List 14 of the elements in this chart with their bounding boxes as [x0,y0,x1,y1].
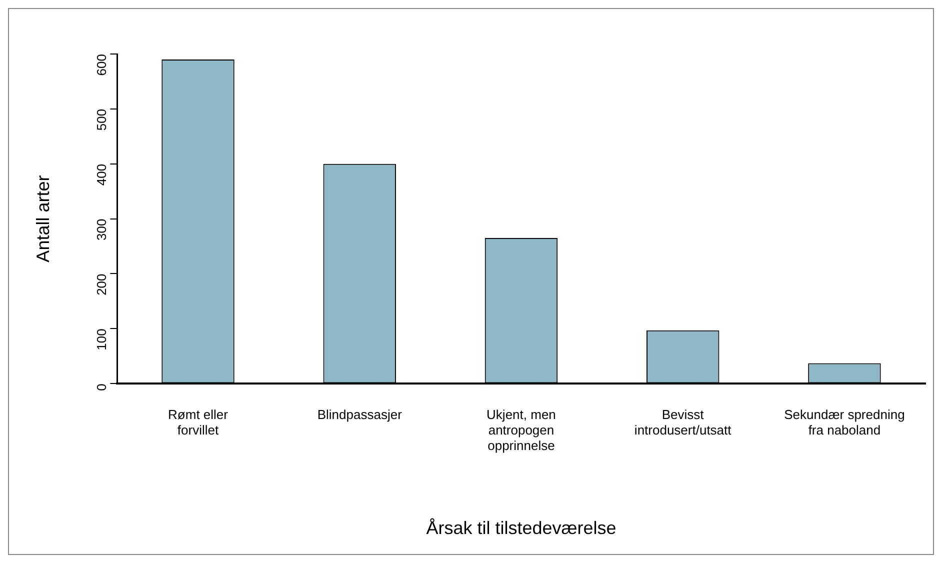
y-tick-label: 100 [94,328,109,350]
y-tick-label: 600 [94,54,109,76]
x-tick-label: Rømt eller forvillet [168,406,229,438]
x-tick-label: Sekundær spredning fra naboland [784,406,905,438]
y-tick-label: 300 [94,218,109,241]
x-tick-label: Bevisst introdusert/utsatt [634,406,732,438]
y-tick-label: 0 [94,384,109,391]
y-tick-label: 200 [94,274,109,296]
x-tick-label: Blindpassasjer [317,406,403,422]
y-axis-title: Antall arter [32,175,53,262]
y-tick-label: 400 [94,164,109,186]
y-tick-label: 500 [94,108,109,131]
x-tick-label: Ukjent, men antropogen opprinnelse [486,406,556,454]
x-axis-title: Årsak til tilstedeværelse [426,518,616,538]
